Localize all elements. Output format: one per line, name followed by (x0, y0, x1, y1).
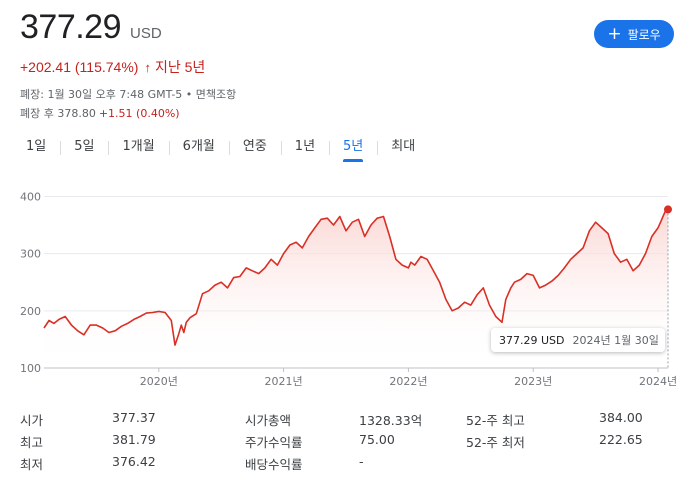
stat-value: 222.65 (599, 432, 643, 447)
change-period: 지난 5년 (154, 59, 206, 75)
stat-label: 최고 (20, 435, 44, 450)
stat-value: 75.00 (359, 432, 395, 447)
range-tabs: 1일 5일 1개월 6개월 연중 1년 5년 최대 (12, 136, 429, 162)
change-value: +202.41 (115.74%) (20, 59, 139, 75)
tab-ytd[interactable]: 연중 (228, 136, 281, 162)
stat-label: 52-주 최저 (466, 435, 525, 450)
price-line (43, 208, 669, 346)
x-tick-label: 2020년 (140, 375, 178, 388)
stat-label: 시가총액 (245, 413, 292, 428)
x-tick-label: 2023년 (514, 375, 552, 388)
arrow-up-icon: ↑ (144, 59, 151, 75)
quote-header: 377.29 USD (20, 8, 162, 47)
plus-icon: + (607, 23, 622, 44)
price-change: +202.41 (115.74%) ↑ 지난 5년 (20, 57, 205, 77)
stat-value: - (359, 454, 364, 469)
current-price: 377.29 (20, 8, 122, 46)
current-point (664, 205, 672, 214)
x-tick-label: 2022년 (389, 375, 427, 388)
currency-code: USD (130, 25, 162, 42)
stat-value: 384.00 (599, 410, 643, 425)
tab-1d[interactable]: 1일 (26, 139, 47, 154)
tab-6m[interactable]: 6개월 (168, 136, 229, 162)
tab-max[interactable]: 최대 (377, 136, 429, 162)
market-closed-info: 폐장: 1월 30일 오후 7:48 GMT-5 • 면책조항 (20, 88, 237, 101)
stat-value: 377.37 (112, 410, 156, 425)
tab-5d[interactable]: 5일 (60, 136, 108, 162)
follow-button-label: 팔로우 (627, 27, 661, 42)
price-chart[interactable]: 100 200 300 400 2020년 2021년 2022년 2023년 2024년 (0, 185, 692, 395)
stat-label: 52-주 최고 (466, 413, 525, 428)
y-tick-label: 200 (20, 305, 41, 318)
tooltip-price: 377.29 USD (499, 333, 565, 347)
y-tick-label: 100 (20, 362, 41, 375)
y-tick-label: 400 (20, 190, 41, 203)
tab-1m[interactable]: 1개월 (108, 136, 168, 162)
stat-label: 최저 (20, 457, 44, 472)
stat-label: 배당수익률 (245, 457, 303, 472)
tab-5y[interactable]: 5년 (329, 136, 377, 162)
after-hours-price: 폐장 후 378.80 (20, 107, 96, 120)
stat-label: 시가 (20, 413, 44, 428)
x-tick-label: 2024년 (639, 375, 677, 388)
tab-1y[interactable]: 1년 (280, 136, 329, 162)
y-tick-label: 300 (20, 248, 41, 261)
stat-value: 376.42 (112, 454, 156, 469)
follow-button[interactable]: + 팔로우 (594, 20, 674, 48)
stat-value: 1328.33억 (359, 413, 423, 428)
after-hours-info: 폐장 후 378.80 +1.51 (0.40%) (20, 105, 180, 121)
x-tick-label: 2021년 (265, 375, 303, 388)
tooltip-date: 2024년 1월 30일 (572, 334, 659, 347)
chart-tooltip: 377.29 USD 2024년 1월 30일 (491, 328, 665, 352)
after-hours-change: +1.51 (0.40%) (98, 107, 180, 120)
stat-label: 주가수익률 (245, 435, 303, 450)
stat-value: 381.79 (112, 432, 156, 447)
